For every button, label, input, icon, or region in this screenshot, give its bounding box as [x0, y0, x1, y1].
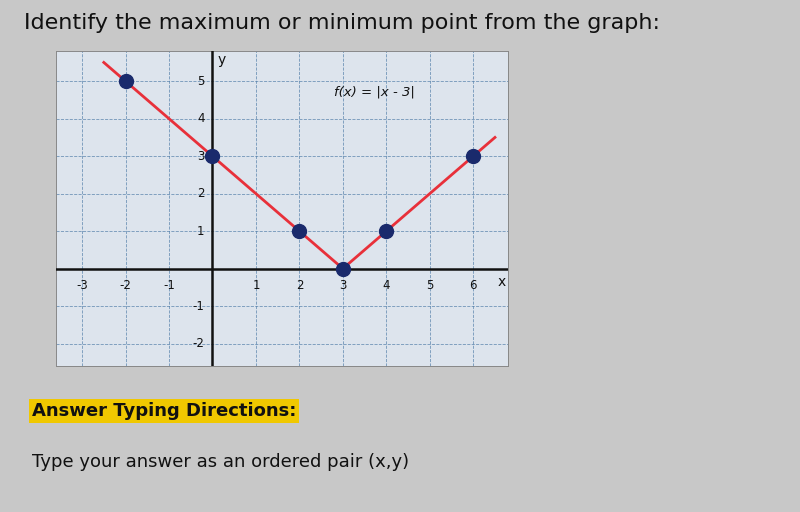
Text: 4: 4 — [382, 279, 390, 292]
Text: Answer Typing Directions:: Answer Typing Directions: — [32, 402, 296, 420]
Text: 1: 1 — [197, 225, 205, 238]
Text: -2: -2 — [120, 279, 131, 292]
Text: 5: 5 — [426, 279, 434, 292]
Text: 4: 4 — [197, 112, 205, 125]
Text: f(x) = |x - 3|: f(x) = |x - 3| — [334, 85, 415, 98]
Text: -1: -1 — [163, 279, 175, 292]
Text: x: x — [498, 275, 506, 289]
Text: 2: 2 — [296, 279, 303, 292]
Text: 1: 1 — [252, 279, 260, 292]
Text: 3: 3 — [339, 279, 346, 292]
Text: 2: 2 — [197, 187, 205, 200]
Text: y: y — [218, 53, 226, 67]
Text: -3: -3 — [76, 279, 88, 292]
Text: -2: -2 — [193, 337, 205, 350]
Text: 3: 3 — [198, 150, 205, 163]
Text: Identify the maximum or minimum point from the graph:: Identify the maximum or minimum point fr… — [24, 13, 660, 33]
Text: -1: -1 — [193, 300, 205, 313]
Text: 6: 6 — [470, 279, 477, 292]
Text: 5: 5 — [198, 75, 205, 88]
Text: Type your answer as an ordered pair (x,y): Type your answer as an ordered pair (x,y… — [32, 453, 409, 471]
